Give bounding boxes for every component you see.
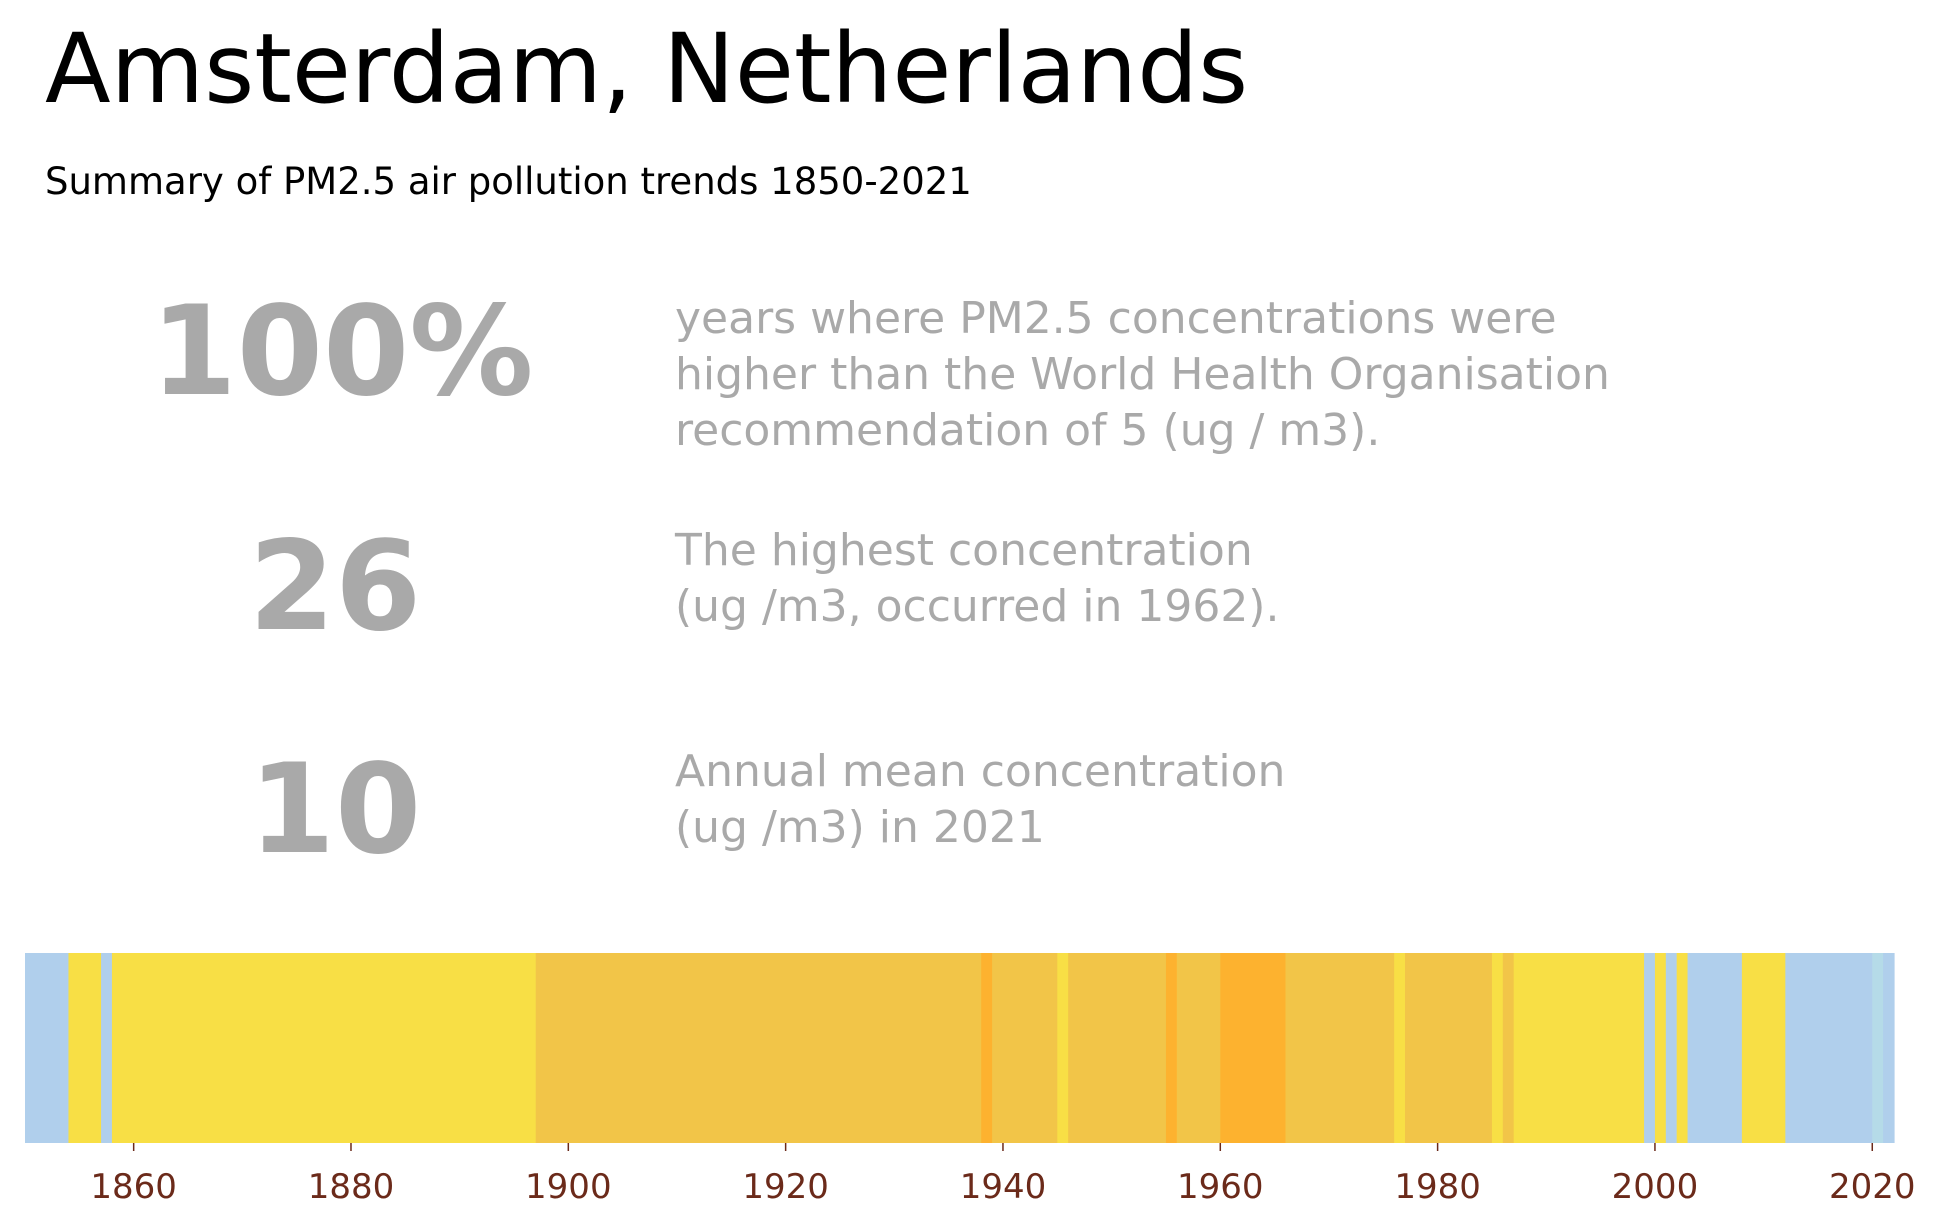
- stripe-segment: [1502, 953, 1515, 1143]
- stat-description-annual-mean: Annual mean concentration (ug /m3) in 20…: [675, 744, 1285, 856]
- stripe-segment: [1785, 953, 1873, 1143]
- x-tick-label: 2000: [1612, 1167, 1699, 1207]
- stripe-segment: [1665, 953, 1678, 1143]
- x-tick-label: 1960: [1177, 1167, 1264, 1207]
- stat-description-years-above-who: years where PM2.5 concentrations were hi…: [675, 291, 1610, 459]
- stripe-segment: [1405, 953, 1493, 1143]
- x-tick-label: 1880: [308, 1167, 395, 1207]
- stripe-segment: [992, 953, 1058, 1143]
- stripe-segment: [101, 953, 113, 1143]
- stripe-segment: [1872, 953, 1884, 1143]
- stat-description-line: years where PM2.5 concentrations were: [675, 293, 1557, 344]
- stat-description-line: The highest concentration: [675, 525, 1253, 576]
- stripe-segment: [1057, 953, 1069, 1143]
- stripe-segment: [981, 953, 993, 1143]
- stat-description-line: (ug /m3, occurred in 1962).: [675, 581, 1280, 632]
- page-subtitle: Summary of PM2.5 air pollution trends 18…: [45, 160, 972, 203]
- stripe-segment: [535, 953, 982, 1143]
- x-tick-label: 1900: [525, 1167, 612, 1207]
- stat-value-years-above-who: 100%: [150, 280, 534, 424]
- stripe-segment: [111, 953, 537, 1143]
- stripe-segment: [1741, 953, 1786, 1143]
- stat-description-highest-concentration: The highest concentration (ug /m3, occur…: [675, 523, 1279, 635]
- stat-value-annual-mean: 10: [248, 738, 422, 882]
- stripe-segment: [1285, 953, 1395, 1143]
- stat-description-line: higher than the World Health Organisatio…: [675, 349, 1610, 400]
- stripe-segment: [1687, 953, 1743, 1143]
- page-title: Amsterdam, Netherlands: [45, 13, 1249, 125]
- stripe-segment: [1165, 953, 1178, 1143]
- x-tick-label: 1940: [960, 1167, 1047, 1207]
- stripe-segment: [68, 953, 102, 1143]
- stripe-segment: [1220, 953, 1287, 1143]
- x-tick-label: 1860: [90, 1167, 177, 1207]
- stripe-segment: [1883, 953, 1895, 1143]
- x-tick-label: 1920: [742, 1167, 829, 1207]
- stripe-segment: [25, 953, 70, 1143]
- stripe-segment: [1394, 953, 1406, 1143]
- stripe-segment: [1654, 953, 1667, 1143]
- stripe-segment: [1644, 953, 1656, 1143]
- stat-description-line: (ug /m3) in 2021: [675, 802, 1045, 853]
- stripe-segment: [1068, 953, 1167, 1143]
- stat-description-line: recommendation of 5 (ug / m3).: [675, 405, 1381, 456]
- stripe-segment: [1176, 953, 1221, 1143]
- x-tick-label: 2020: [1829, 1167, 1916, 1207]
- stripe-segment: [1513, 953, 1645, 1143]
- stat-value-highest-concentration: 26: [248, 515, 422, 659]
- stripe-segment: [1491, 953, 1504, 1143]
- x-tick-label: 1980: [1394, 1167, 1481, 1207]
- stripe-segment: [1676, 953, 1689, 1143]
- stripe-bars: [25, 953, 1895, 1143]
- x-axis-ticks: 1860 1880 1900 1920 1940 1960 1980 2000 2020: [90, 1143, 1916, 1207]
- stat-description-line: Annual mean concentration: [675, 746, 1286, 797]
